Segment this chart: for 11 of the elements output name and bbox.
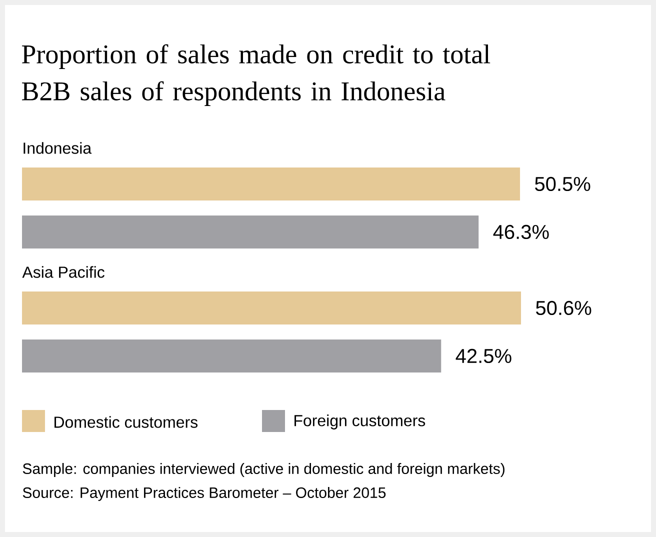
data-label: 46.3% <box>493 224 549 240</box>
data-label: 42.5% <box>456 348 512 364</box>
data-label: 50.5% <box>535 176 590 192</box>
y-tick-label: Indonesia <box>24 142 92 154</box>
legend-label: Domestic customers <box>54 416 198 428</box>
text: Sample: companies interviewed (active in domestic and foreign markets) <box>22 462 504 477</box>
legend-label: Foreign customers <box>294 414 426 430</box>
source-note: Source: Payment Practices Barometer – October 2015 <box>22 486 386 501</box>
chart-title: Proportion of sales made on credit to total B2B sales of respondents in Indonesia <box>22 44 490 106</box>
y-tick-label: Asia Pacific <box>22 266 104 278</box>
data-label: 50.6% <box>536 300 592 316</box>
